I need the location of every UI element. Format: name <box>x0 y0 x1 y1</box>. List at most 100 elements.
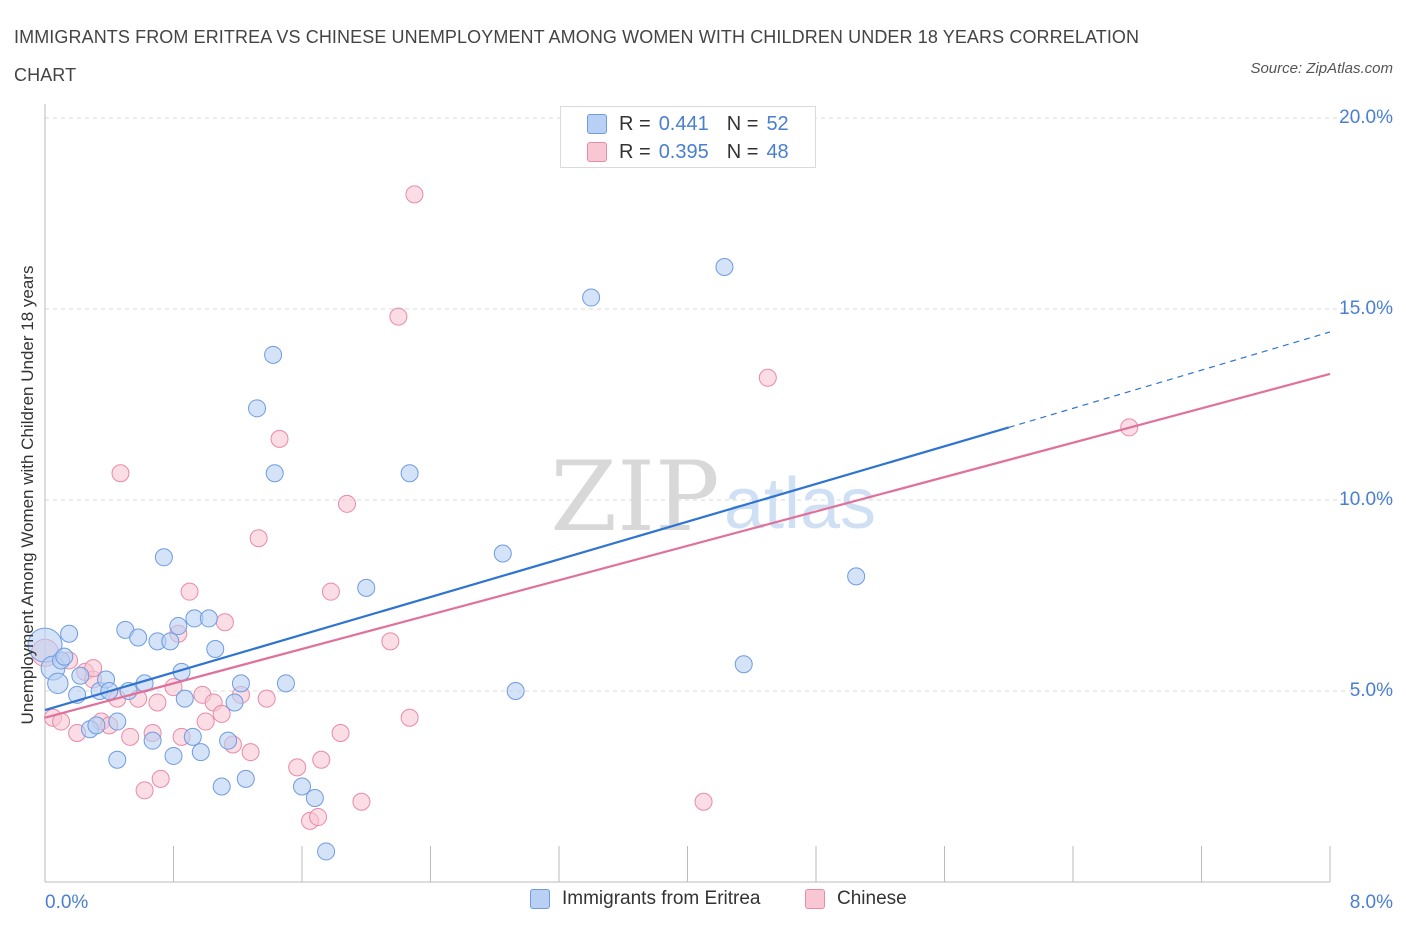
data-point-chinese <box>758 368 777 387</box>
data-point-eritrea <box>175 689 194 708</box>
trend-line-chinese <box>44 372 1331 719</box>
data-point-chinese <box>400 708 419 727</box>
data-point-eritrea <box>219 731 238 750</box>
legend-swatch-blue <box>530 889 550 909</box>
data-point-chinese <box>337 494 356 513</box>
y-tick-label: 20.0% <box>1339 107 1393 128</box>
legend-n-label: N = <box>726 140 759 163</box>
data-point-chinese <box>148 693 167 712</box>
data-point-chinese <box>121 727 140 746</box>
legend-row-chinese: R = 0.395 N = 48 <box>587 139 789 165</box>
data-point-chinese <box>151 769 170 788</box>
data-point-eritrea <box>400 464 419 483</box>
data-point-chinese <box>389 307 408 326</box>
legend-label-chinese: Chinese <box>837 888 907 909</box>
data-point-chinese <box>257 689 276 708</box>
data-point-eritrea <box>87 716 106 735</box>
data-point-eritrea <box>47 672 69 695</box>
data-point-eritrea <box>506 682 525 700</box>
data-point-eritrea <box>357 578 376 597</box>
legend-swatch-blue <box>587 114 607 134</box>
data-point-chinese <box>381 632 400 651</box>
legend-n-value: 52 <box>766 112 789 135</box>
trend-line-eritrea <box>44 426 1010 712</box>
data-point-chinese <box>309 808 328 827</box>
data-point-eritrea <box>734 655 753 674</box>
legend-label-eritrea: Immigrants from Eritrea <box>562 888 761 909</box>
data-point-eritrea <box>129 628 148 647</box>
data-point-chinese <box>321 582 340 601</box>
data-point-eritrea <box>265 464 284 483</box>
data-point-eritrea <box>55 647 74 666</box>
watermark: ZIP atlas <box>550 441 876 553</box>
data-point-chinese <box>405 185 424 204</box>
data-point-chinese <box>694 792 713 811</box>
y-tick-label: 15.0% <box>1339 298 1393 319</box>
data-point-eritrea <box>71 666 90 685</box>
legend-r-label: R = <box>619 112 651 135</box>
series-chinese <box>30 185 1139 830</box>
legend-swatch-pink <box>587 142 607 162</box>
watermark-zip: ZIP <box>550 441 719 553</box>
data-point-eritrea <box>206 639 225 658</box>
legend-item-eritrea[interactable]: Immigrants from Eritrea <box>530 888 760 910</box>
data-point-eritrea <box>108 750 127 769</box>
data-point-eritrea <box>847 567 866 586</box>
data-point-eritrea <box>225 693 244 712</box>
data-point-chinese <box>288 758 307 777</box>
data-point-eritrea <box>169 617 188 636</box>
data-point-eritrea <box>493 544 512 563</box>
data-point-eritrea <box>154 548 173 567</box>
data-point-eritrea <box>248 399 267 418</box>
tick-labels: 5.0% 10.0% 15.0% 20.0% 0.0% 8.0% <box>45 107 1393 913</box>
data-point-eritrea <box>108 712 127 731</box>
gridlines <box>45 117 1392 692</box>
data-point-eritrea <box>264 345 283 364</box>
data-point-eritrea <box>143 731 162 750</box>
x-tick-label: 8.0% <box>1350 892 1393 913</box>
legend-swatch-pink <box>805 889 825 909</box>
data-point-chinese <box>196 712 215 731</box>
data-point-eritrea <box>236 769 255 788</box>
legend-n-value: 48 <box>766 140 789 163</box>
data-point-chinese <box>241 743 260 762</box>
source-credit: Source: ZipAtlas.com <box>1250 60 1393 77</box>
data-point-chinese <box>111 464 130 483</box>
trend-line-eritrea-extension <box>1008 331 1331 428</box>
legend-r-label: R = <box>619 140 651 163</box>
legend-row-eritrea: R = 0.441 N = 52 <box>587 111 789 137</box>
data-point-eritrea <box>582 288 601 307</box>
data-point-chinese <box>331 724 350 743</box>
legend-n-label: N = <box>726 112 759 135</box>
y-tick-label: 5.0% <box>1350 680 1393 701</box>
trend-lines <box>44 331 1331 719</box>
data-point-eritrea <box>164 746 183 765</box>
chart-title: IMMIGRANTS FROM ERITREA VS CHINESE UNEMP… <box>14 27 1140 85</box>
series-eritrea <box>27 257 866 861</box>
data-point-eritrea <box>317 842 336 861</box>
data-point-eritrea <box>715 257 734 276</box>
data-point-eritrea <box>191 743 210 762</box>
y-tick-label: 10.0% <box>1339 489 1393 510</box>
axes <box>44 104 1331 883</box>
legend-r-value: 0.441 <box>658 112 709 135</box>
data-point-eritrea <box>293 777 311 796</box>
data-point-eritrea <box>305 788 324 807</box>
data-point-chinese <box>352 792 371 811</box>
stats-legend: R = 0.441 N = 52 R = 0.395 N = 48 <box>560 106 816 168</box>
data-point-eritrea <box>231 674 250 693</box>
data-point-chinese <box>135 781 154 800</box>
y-axis-label: Unemployment Among Women with Children U… <box>18 265 37 725</box>
data-point-eritrea <box>276 674 295 693</box>
legend-item-chinese[interactable]: Chinese <box>805 888 907 910</box>
legend-r-value: 0.395 <box>658 140 709 163</box>
data-point-eritrea <box>161 632 180 651</box>
data-point-eritrea <box>183 727 202 746</box>
data-point-eritrea <box>199 609 218 628</box>
data-point-eritrea <box>212 777 231 796</box>
data-point-chinese <box>212 704 231 723</box>
series-legend: Immigrants from Eritrea Chinese <box>0 888 1406 916</box>
x-tick-label: 0.0% <box>45 892 88 913</box>
data-point-eritrea <box>60 624 79 643</box>
